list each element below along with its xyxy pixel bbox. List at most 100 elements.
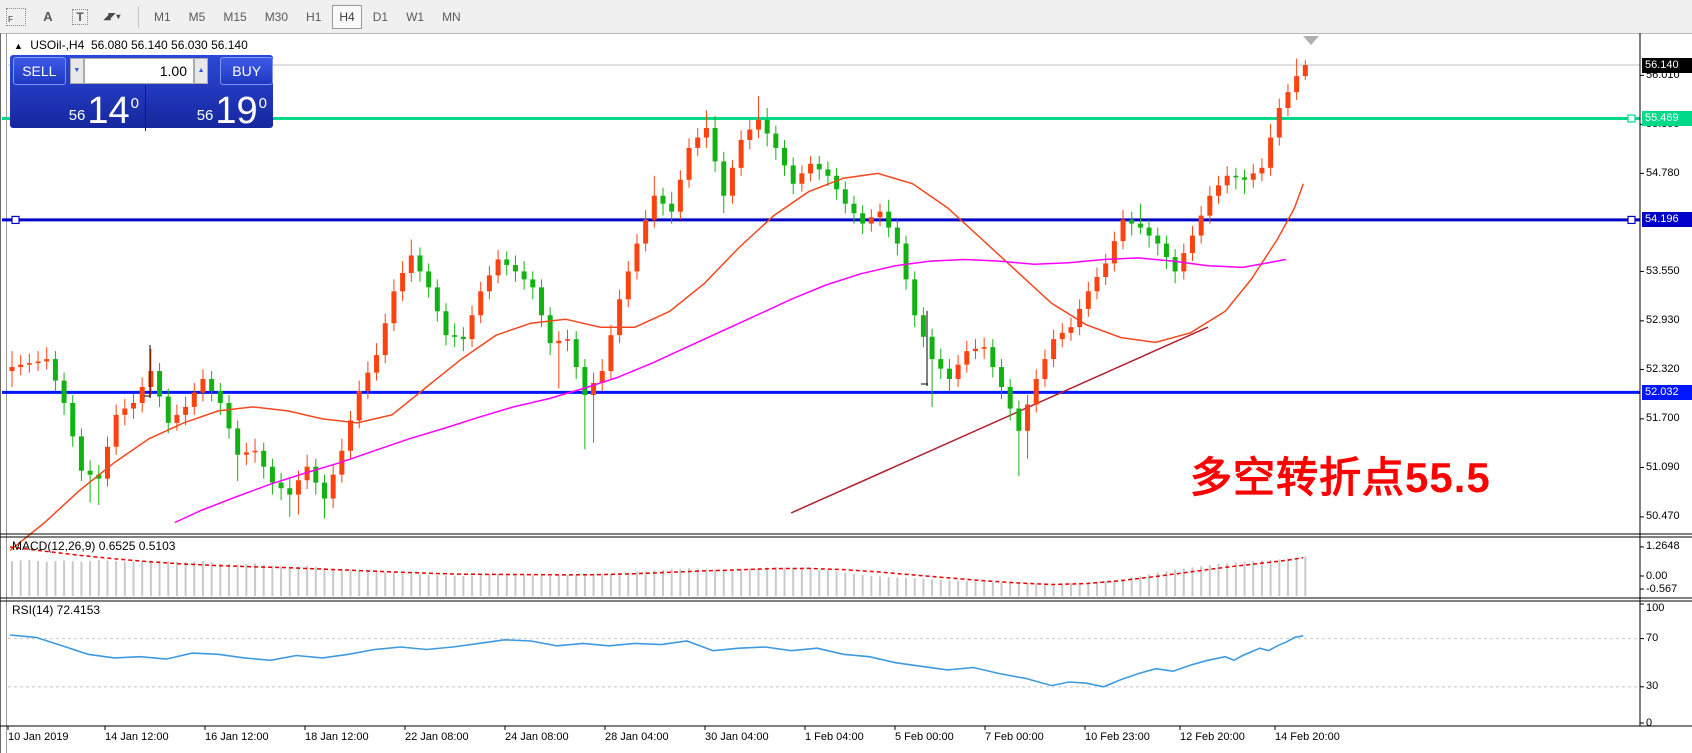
sell-button[interactable]: SELL [13,56,66,85]
candle-body [131,402,137,409]
candle-body [530,279,536,288]
candle-body [1146,227,1152,236]
candle-body [816,163,822,170]
macd-signal-line [9,546,1304,586]
price-tick-label: 52.320 [1646,362,1680,375]
time-tick-label: 12 Feb 20:00 [1180,731,1245,743]
candle-body [35,361,41,364]
candle-body [1077,308,1083,328]
candle-body [608,335,614,372]
line-handle[interactable] [11,215,20,225]
candle-body [1259,167,1265,174]
sell-price-pip: 0 [130,95,139,112]
line-handle[interactable] [1627,114,1636,123]
timeframe-d1-button[interactable]: D1 [372,9,389,24]
timeframe-m15-button[interactable]: M15 [223,9,247,24]
text-box-button[interactable]: T [67,4,93,30]
candle-body [868,217,874,224]
collapse-triangle-icon[interactable]: ▲ [14,41,23,51]
candle-body [18,364,24,368]
candle-body [426,271,432,288]
volume-decrease-button[interactable]: ▼ [69,57,84,84]
timeframe-m1-button[interactable]: M1 [154,9,171,24]
candle-body [799,173,805,184]
volume-increase-button[interactable]: ▲ [194,57,209,84]
price-tick-label: 54.780 [1646,166,1680,179]
candle-body [651,195,657,220]
candle-body [1285,92,1291,109]
candle-body [729,167,735,196]
candle-body [972,348,978,352]
candle-body [235,428,241,455]
rsi-line [9,634,1304,688]
text-label-button[interactable]: A [35,4,61,30]
candle-body [165,396,171,423]
macd-axis-label: 0.00 [1646,569,1668,582]
candle-body [70,402,76,437]
candle-body [26,363,32,365]
candle-body [495,259,501,276]
timeframe-mn-button[interactable]: MN [442,9,461,24]
toolbar: F A T ◢◤ ▾ M1 M5 M15 M30 H1 H4 D1 W1 MN [0,0,1692,34]
candle-body [295,480,301,495]
buy-price-prefix: 56 [196,107,214,124]
chart-shift-marker-icon[interactable] [1303,36,1319,45]
timeframe-h4-button[interactable]: H4 [332,4,362,29]
timeframe-m5-button[interactable]: M5 [188,9,206,24]
arrow-tools-icon: ◢◤ [103,11,116,21]
rsi-axis-label: 0 [1646,716,1653,729]
buy-button[interactable]: BUY [220,56,273,85]
volume-input[interactable] [84,57,194,84]
candle-body [964,351,970,365]
price-badge: 54.196 [1642,212,1692,228]
candle-body [929,336,935,360]
timeframe-m30-button[interactable]: M30 [264,9,289,24]
candle-body [1103,263,1109,278]
candle-body [599,371,605,384]
expert-grid-button[interactable]: F [3,4,29,30]
ma-fast-line [9,172,1305,551]
candle-body [1302,65,1308,77]
line-handle[interactable] [1627,215,1636,225]
price-badge: 56.140 [1642,57,1692,73]
text-box-icon: T [72,8,88,25]
candle-body [547,315,553,344]
candle-body [391,291,397,324]
candle-body [582,367,588,395]
candle-body [217,390,223,403]
candle-body [955,364,961,380]
candle-body [1120,219,1126,242]
timeframe-w1-button[interactable]: W1 [406,9,425,24]
candle-body [408,255,414,274]
time-tick-label: 10 Jan 2019 [8,731,69,743]
candle-body [209,379,215,391]
candle-body [877,211,883,218]
arrow-tools-button[interactable]: ◢◤ ▾ [99,4,125,30]
trendline[interactable] [790,326,1209,514]
timeframe-h1-button[interactable]: H1 [306,9,322,24]
sell-price[interactable]: 56 14 0 [10,86,146,131]
buy-price[interactable]: 56 19 0 [146,86,273,131]
annotation-text[interactable]: 多空转折点55.5 [1190,454,1491,501]
candle-body [712,127,718,162]
sell-price-prefix: 56 [68,107,86,124]
expert-grid-icon: F [6,7,26,26]
rsi-indicator-label: RSI(14) 72.4153 [12,603,101,617]
candle-body [356,390,362,421]
candle-body [556,340,562,344]
macd-axis-label: 1.2648 [1646,540,1680,553]
candle-body [87,470,93,475]
one-click-trade-panel: SELL ▼ ▲ BUY 56 14 0 56 19 0 [10,55,273,131]
candle-body [348,420,354,451]
price-tick-label: 51.700 [1646,412,1680,425]
candle-body [148,371,154,387]
candle-body [1224,175,1230,186]
ohlc-values: 56.080 56.140 56.030 56.140 [90,38,248,52]
candle-body [61,380,67,403]
time-tick-label: 28 Jan 04:00 [605,731,669,743]
candle-body [617,299,623,336]
candle-body [9,367,15,372]
candle-body [738,139,744,168]
